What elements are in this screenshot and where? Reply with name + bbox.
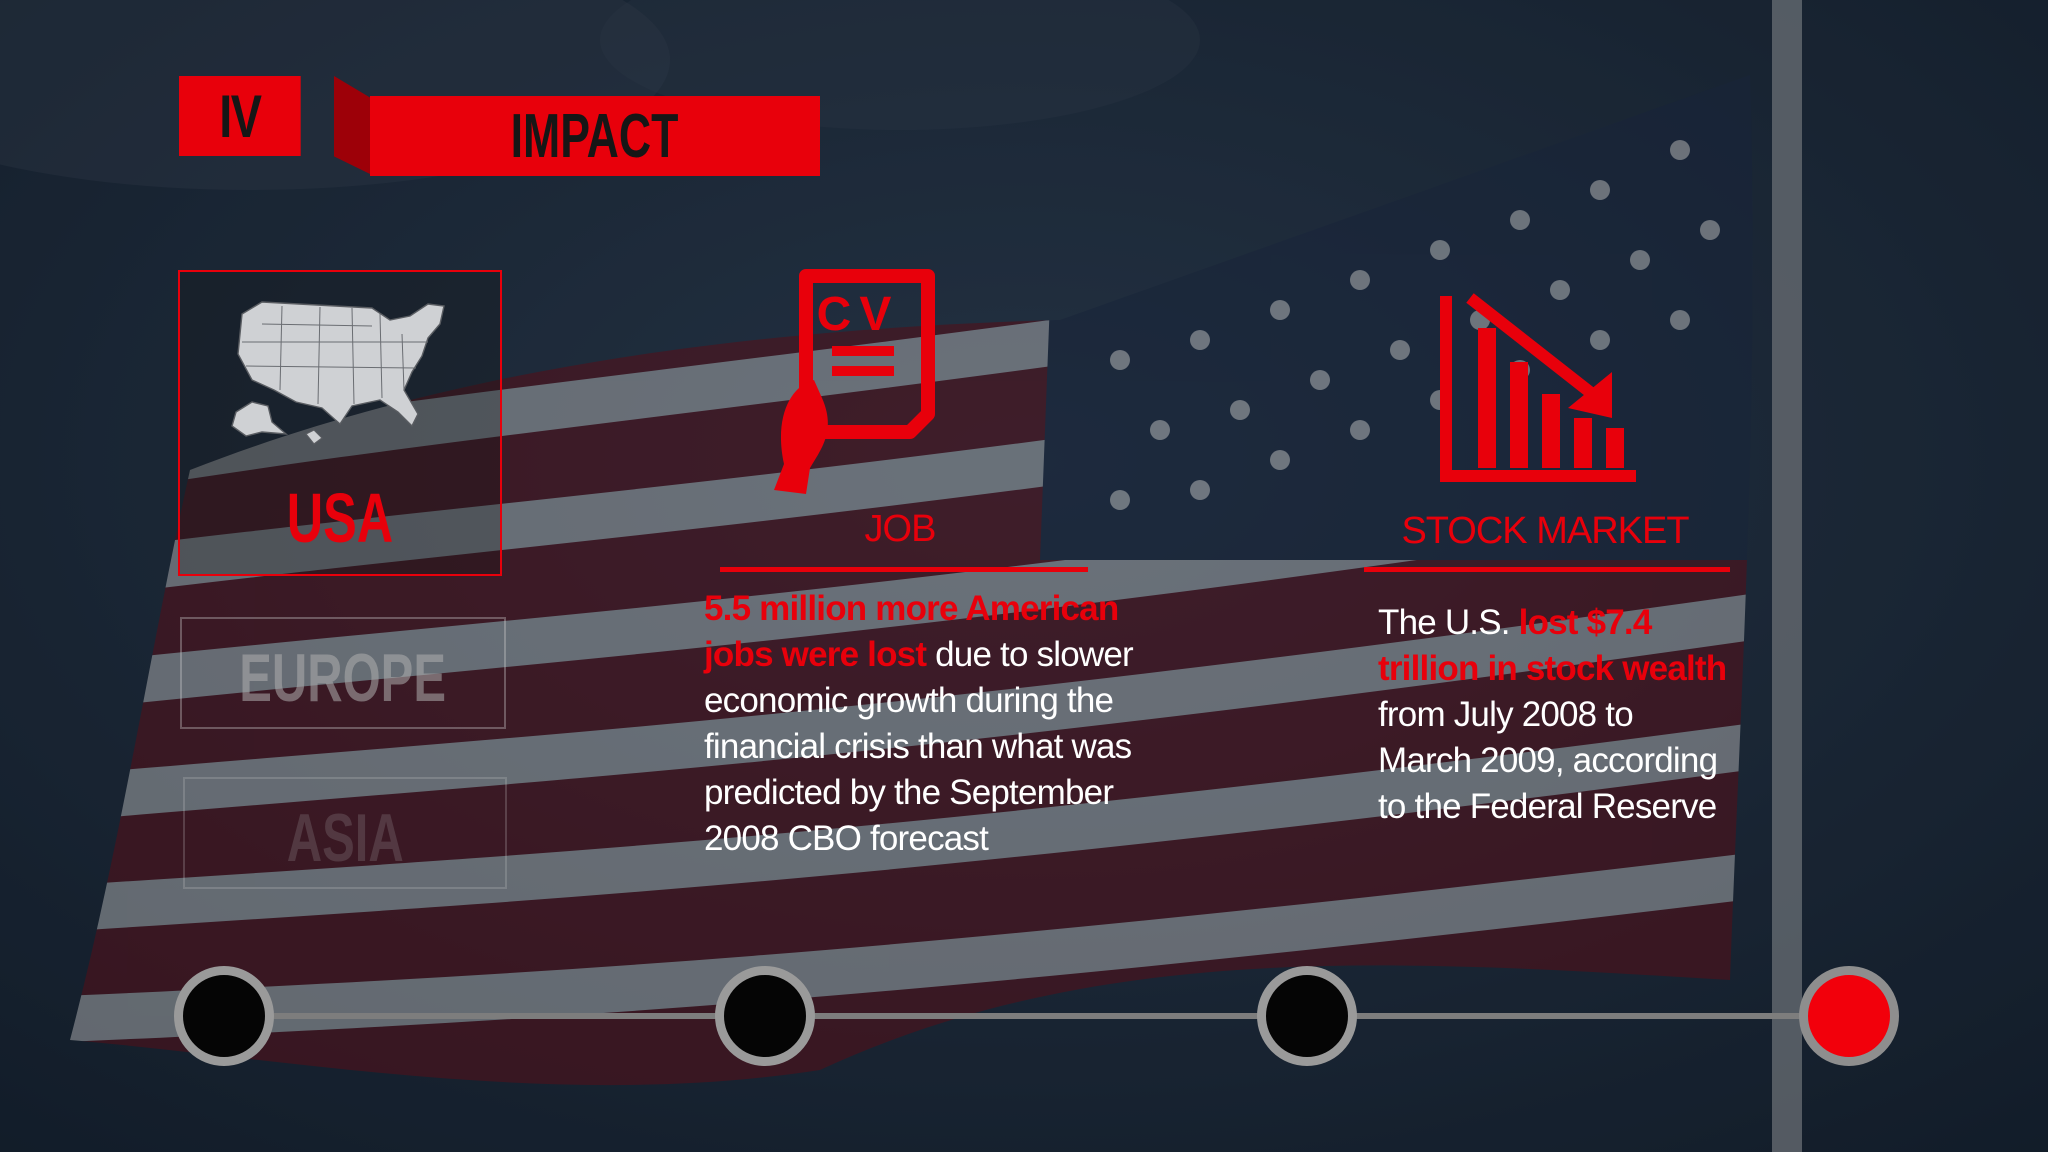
timeline-step-2[interactable]: [715, 966, 815, 1066]
stock-card-title: STOCK MARKET: [1401, 510, 1689, 552]
stock-card-body: from July 2008 to March 2009, according …: [1378, 695, 1718, 826]
timeline-track: [224, 1013, 1849, 1019]
region-tab-usa[interactable]: USA: [178, 270, 502, 576]
stock-card-text: The U.S. lost $7.4 trillion in stock wea…: [1378, 600, 1728, 830]
job-card-text: 5.5 million more American jobs were lost…: [704, 586, 1144, 862]
stock-card-lead: The U.S.: [1378, 603, 1519, 642]
stock-card-highlight: lost $7.4 trillion in stock wealth: [1378, 603, 1727, 688]
declining-chart-icon: [1440, 293, 1636, 482]
stock-card-divider: [1364, 567, 1730, 572]
region-tab-europe[interactable]: EUROPE: [180, 617, 506, 729]
region-label-asia: ASIA: [286, 800, 404, 876]
region-tab-asia[interactable]: ASIA: [183, 777, 507, 889]
cv-resume-icon: CV: [774, 269, 935, 494]
job-card-title: JOB: [864, 508, 937, 550]
region-label-usa: USA: [286, 479, 394, 557]
usa-map-icon: [231, 301, 445, 445]
section-numeral: IV: [179, 76, 301, 156]
region-label-europe: EUROPE: [239, 640, 447, 716]
svg-text:CV: CV: [817, 288, 900, 341]
section-title: IMPACT: [370, 96, 820, 176]
timeline-step-1[interactable]: [174, 966, 274, 1066]
section-title-text: IMPACT: [511, 101, 679, 171]
job-card-divider: [720, 567, 1088, 572]
job-card-highlight: 5.5 million more American jobs were lost: [704, 589, 1119, 674]
job-card-body: due to slower economic growth during the…: [704, 635, 1134, 858]
timeline-step-4-current[interactable]: [1799, 966, 1899, 1066]
timeline-step-3[interactable]: [1257, 966, 1357, 1066]
